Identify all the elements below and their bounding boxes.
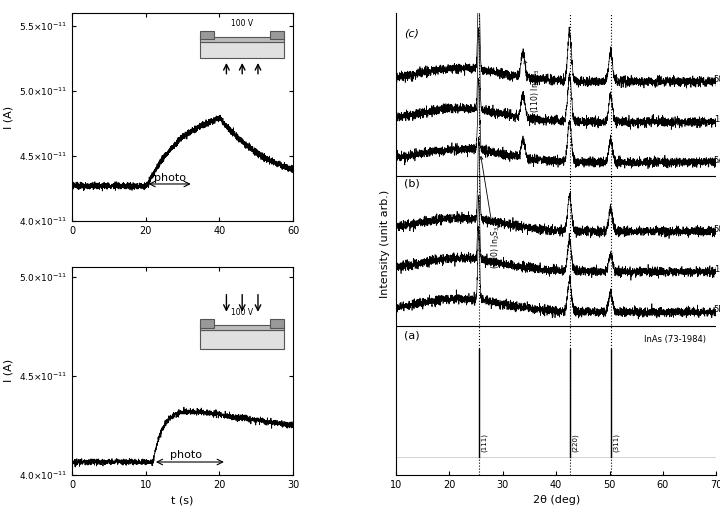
Text: photo: photo	[170, 450, 202, 460]
Text: 16N: 16N	[714, 265, 720, 274]
Y-axis label: I (A): I (A)	[4, 105, 14, 129]
Text: (220): (220)	[572, 434, 578, 453]
Text: 50A: 50A	[714, 75, 720, 84]
Text: (111): (111)	[481, 433, 487, 453]
Y-axis label: Intensity (unit arb.): Intensity (unit arb.)	[380, 190, 390, 298]
Y-axis label: I (A): I (A)	[4, 359, 14, 383]
Text: 16A: 16A	[714, 115, 720, 124]
Text: 5A: 5A	[714, 156, 720, 165]
X-axis label: 2θ (deg): 2θ (deg)	[533, 495, 580, 506]
Text: photo: photo	[153, 173, 186, 183]
X-axis label: t (s): t (s)	[171, 495, 194, 506]
Text: (100) In$_2$S$_3$: (100) In$_2$S$_3$	[480, 157, 502, 269]
Text: 50N: 50N	[714, 225, 720, 234]
Text: 5N: 5N	[714, 305, 720, 315]
Text: (110) In$_2$O$_3$: (110) In$_2$O$_3$	[524, 60, 542, 113]
Text: InAs (73-1984): InAs (73-1984)	[644, 335, 706, 344]
Text: (311): (311)	[613, 433, 619, 453]
Text: (a): (a)	[404, 330, 420, 340]
Text: (b): (b)	[404, 178, 420, 188]
Text: (c): (c)	[404, 29, 419, 39]
